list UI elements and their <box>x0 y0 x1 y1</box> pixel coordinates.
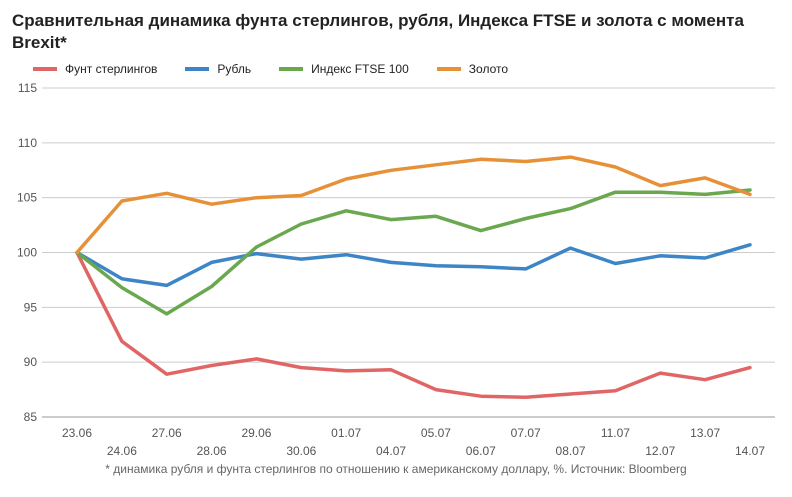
x-tick-label: 30.06 <box>286 444 316 458</box>
y-tick-label: 95 <box>24 300 38 314</box>
x-tick-label: 12.07 <box>645 444 675 458</box>
legend-label-ftse: Индекс FTSE 100 <box>311 62 409 76</box>
legend-label-pound: Фунт стерлингов <box>65 62 158 76</box>
legend-item-ruble[interactable]: Рубль <box>185 62 251 76</box>
y-tick-label: 115 <box>18 81 37 95</box>
chart-legend: Фунт стерлингов Рубль Индекс FTSE 100 Зо… <box>33 60 536 78</box>
chart-title: Сравнительная динамика фунта стерлингов,… <box>12 11 744 52</box>
series-line-ruble <box>75 243 752 288</box>
legend-swatch-ruble <box>185 67 210 71</box>
series-line-ftse <box>75 188 752 316</box>
x-tick-label: 06.07 <box>466 444 496 458</box>
legend-item-ftse[interactable]: Индекс FTSE 100 <box>279 62 409 76</box>
x-tick-label: 11.07 <box>601 426 630 440</box>
x-tick-label: 23.06 <box>62 426 92 440</box>
x-tick-label: 13.07 <box>690 426 720 440</box>
legend-swatch-pound <box>33 67 57 71</box>
x-tick-label: 24.06 <box>107 444 137 458</box>
series-line-pound <box>75 250 752 400</box>
x-tick-label: 27.06 <box>152 426 182 440</box>
x-tick-label: 29.06 <box>241 426 271 440</box>
x-tick-label: 28.06 <box>197 444 227 458</box>
y-tick-label: 110 <box>18 136 37 150</box>
y-tick-label: 100 <box>17 246 37 260</box>
legend-label-ruble: Рубль <box>217 62 252 76</box>
legend-label-gold: Золото <box>468 62 509 76</box>
legend-swatch-ftse <box>279 67 304 71</box>
legend-item-gold[interactable]: Золото <box>436 62 509 76</box>
x-tick-label: 05.07 <box>421 426 451 440</box>
legend-swatch-gold <box>436 67 461 71</box>
series-line-gold <box>75 155 752 255</box>
x-tick-label: 01.07 <box>331 426 361 440</box>
x-tick-label: 14.07 <box>735 444 765 458</box>
legend-item-pound[interactable]: Фунт стерлингов <box>33 62 157 76</box>
y-tick-label: 90 <box>24 355 38 369</box>
footnote: * динамика рубля и фунта стерлингов по о… <box>105 462 687 476</box>
y-tick-label: 85 <box>24 410 38 424</box>
x-tick-label: 04.07 <box>376 444 406 458</box>
y-tick-label: 105 <box>17 191 37 205</box>
x-tick-label: 08.07 <box>556 444 586 458</box>
x-tick-label: 07.07 <box>511 426 541 440</box>
